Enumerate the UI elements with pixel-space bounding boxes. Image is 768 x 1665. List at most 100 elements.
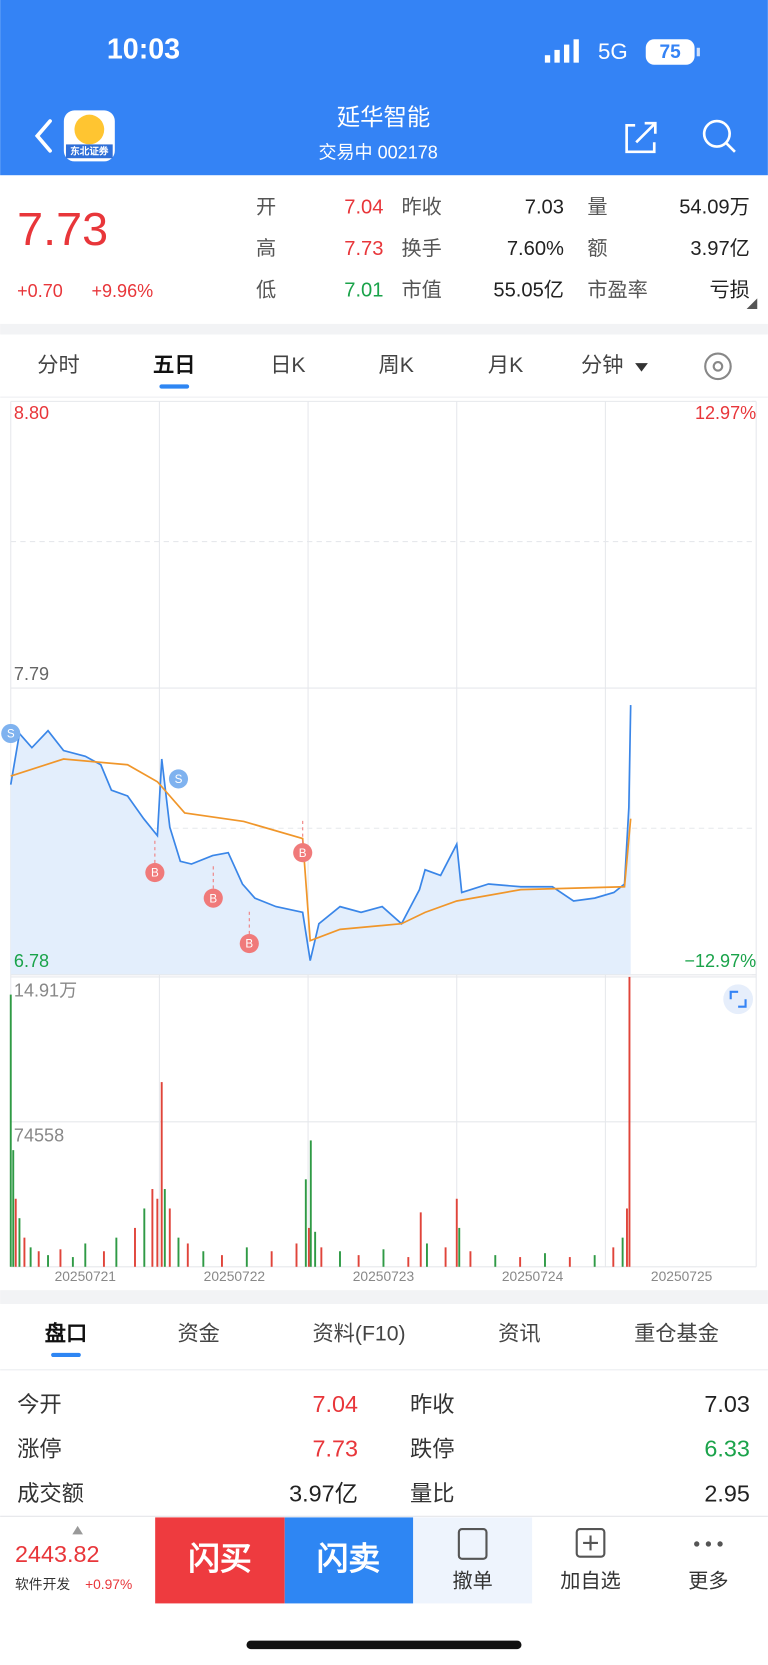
date-label: 20250722 [204,1269,265,1284]
quote-label: 昨收 [402,195,442,218]
volume-bar [14,1198,17,1267]
volume-bar [59,1249,62,1267]
detail-value: 7.73 [313,1436,358,1462]
cancel-label[interactable]: 撤单 [453,1570,493,1593]
volume-bar [23,1237,26,1267]
volume-bar [407,1257,410,1267]
last-price: 7.73 [17,203,108,255]
volume-tick-label: 14.91万 [14,981,77,1001]
detail-label: 涨停 [17,1436,62,1461]
watch-label[interactable]: 加自选 [560,1570,620,1593]
volume-bar [568,1257,571,1267]
price-line [9,705,632,961]
index-arrow [72,1525,83,1535]
detail-label: 量比 [410,1481,455,1506]
quote-label: 换手 [402,237,442,260]
price-area [10,705,631,975]
tab-underline [51,1352,81,1358]
stock-subtitle: 交易中 002178 [318,143,437,163]
detail-tab[interactable]: 资金 [177,1321,219,1345]
detail-value: 7.03 [704,1391,749,1417]
detail-value: 6.33 [704,1436,749,1462]
buy-button[interactable] [155,1517,285,1604]
quote-label: 开 [256,196,276,218]
trade-marker-label: B [151,867,159,880]
quote-value: 7.60% [507,238,564,260]
chart-tab[interactable]: 日K [270,354,305,377]
status-network: 5G [598,39,628,64]
y2-tick-label: −12.97% [684,951,756,971]
buy-label[interactable]: 闪买 [188,1540,252,1576]
status-battery: 75 [660,42,682,63]
volume-bar [143,1208,146,1267]
detail-tab[interactable]: 资讯 [498,1321,540,1345]
stock-title: 延华智能 [337,104,430,130]
back-button[interactable] [34,119,52,153]
chart-tab[interactable]: 五日 [153,354,195,377]
volume-bar [357,1255,360,1267]
chart-tab[interactable]: 周K [379,354,414,377]
volume-bar [320,1247,323,1267]
sell-label[interactable]: 闪卖 [317,1540,381,1576]
watch-button[interactable] [575,1528,606,1558]
date-label: 20250721 [55,1269,116,1284]
detail-label: 今开 [17,1392,62,1417]
battery-icon [645,39,695,65]
volume-bar [177,1237,180,1267]
quote-label: 低 [256,278,276,301]
change: +0.70 [17,281,63,301]
trade-marker-label: S [7,728,15,741]
volume-bar [156,1198,159,1267]
volume-bar [425,1243,428,1267]
volume-bar [202,1251,205,1267]
volume-bar [168,1208,171,1267]
detail-value: 2.95 [704,1480,749,1506]
share-button[interactable] [625,121,657,154]
more-label[interactable]: 更多 [688,1570,728,1593]
detail-label: 成交额 [17,1481,84,1506]
tab-underline [159,384,190,389]
sell-button[interactable] [284,1517,414,1604]
volume-bar [102,1251,105,1267]
signal-icon [544,39,579,63]
search-button[interactable] [702,119,731,148]
trade-marker [145,863,165,883]
expand-button[interactable] [723,984,753,1015]
detail-value: 3.97亿 [289,1480,358,1506]
logo-sun [74,114,105,145]
cancel-icon [457,1528,488,1560]
volume-bar [382,1249,385,1267]
trade-marker [203,888,223,908]
quote-label: 额 [587,237,607,260]
quote-label: 量 [587,196,607,218]
search-handle [725,142,736,153]
volume-bar [593,1255,596,1267]
quote-value: 55.05亿 [493,278,564,301]
cancel-button[interactable] [413,1517,533,1604]
volume-bar [626,1208,628,1267]
volume-bar [304,1179,307,1267]
volume-bar [12,1150,15,1267]
volume-bar [314,1231,317,1267]
change-pct: +9.96% [91,281,153,301]
quote-value: 7.73 [344,238,383,260]
volume-bar [309,1140,312,1267]
trade-marker-label: B [209,892,217,905]
chart-tab[interactable]: 分钟 [581,353,623,377]
volume-bar [419,1212,422,1267]
detail-tab[interactable]: 重仓基金 [634,1321,719,1345]
volume-bar [186,1243,189,1267]
dropdown-arrow [635,363,648,372]
detail-tab[interactable]: 盘口 [45,1320,87,1345]
index-name: 软件开发 [15,1577,70,1592]
volume-bar [339,1251,341,1267]
index-change: +0.97% [85,1577,132,1592]
chart-tab[interactable]: 月K [488,354,523,377]
more-button[interactable] [694,1541,723,1547]
detail-tab[interactable]: 资料(F10) [312,1321,405,1345]
date-label: 20250723 [353,1269,415,1284]
settings-button[interactable] [704,352,732,381]
chart-tab[interactable]: 分时 [37,353,79,377]
detail-label: 跌停 [410,1436,455,1461]
